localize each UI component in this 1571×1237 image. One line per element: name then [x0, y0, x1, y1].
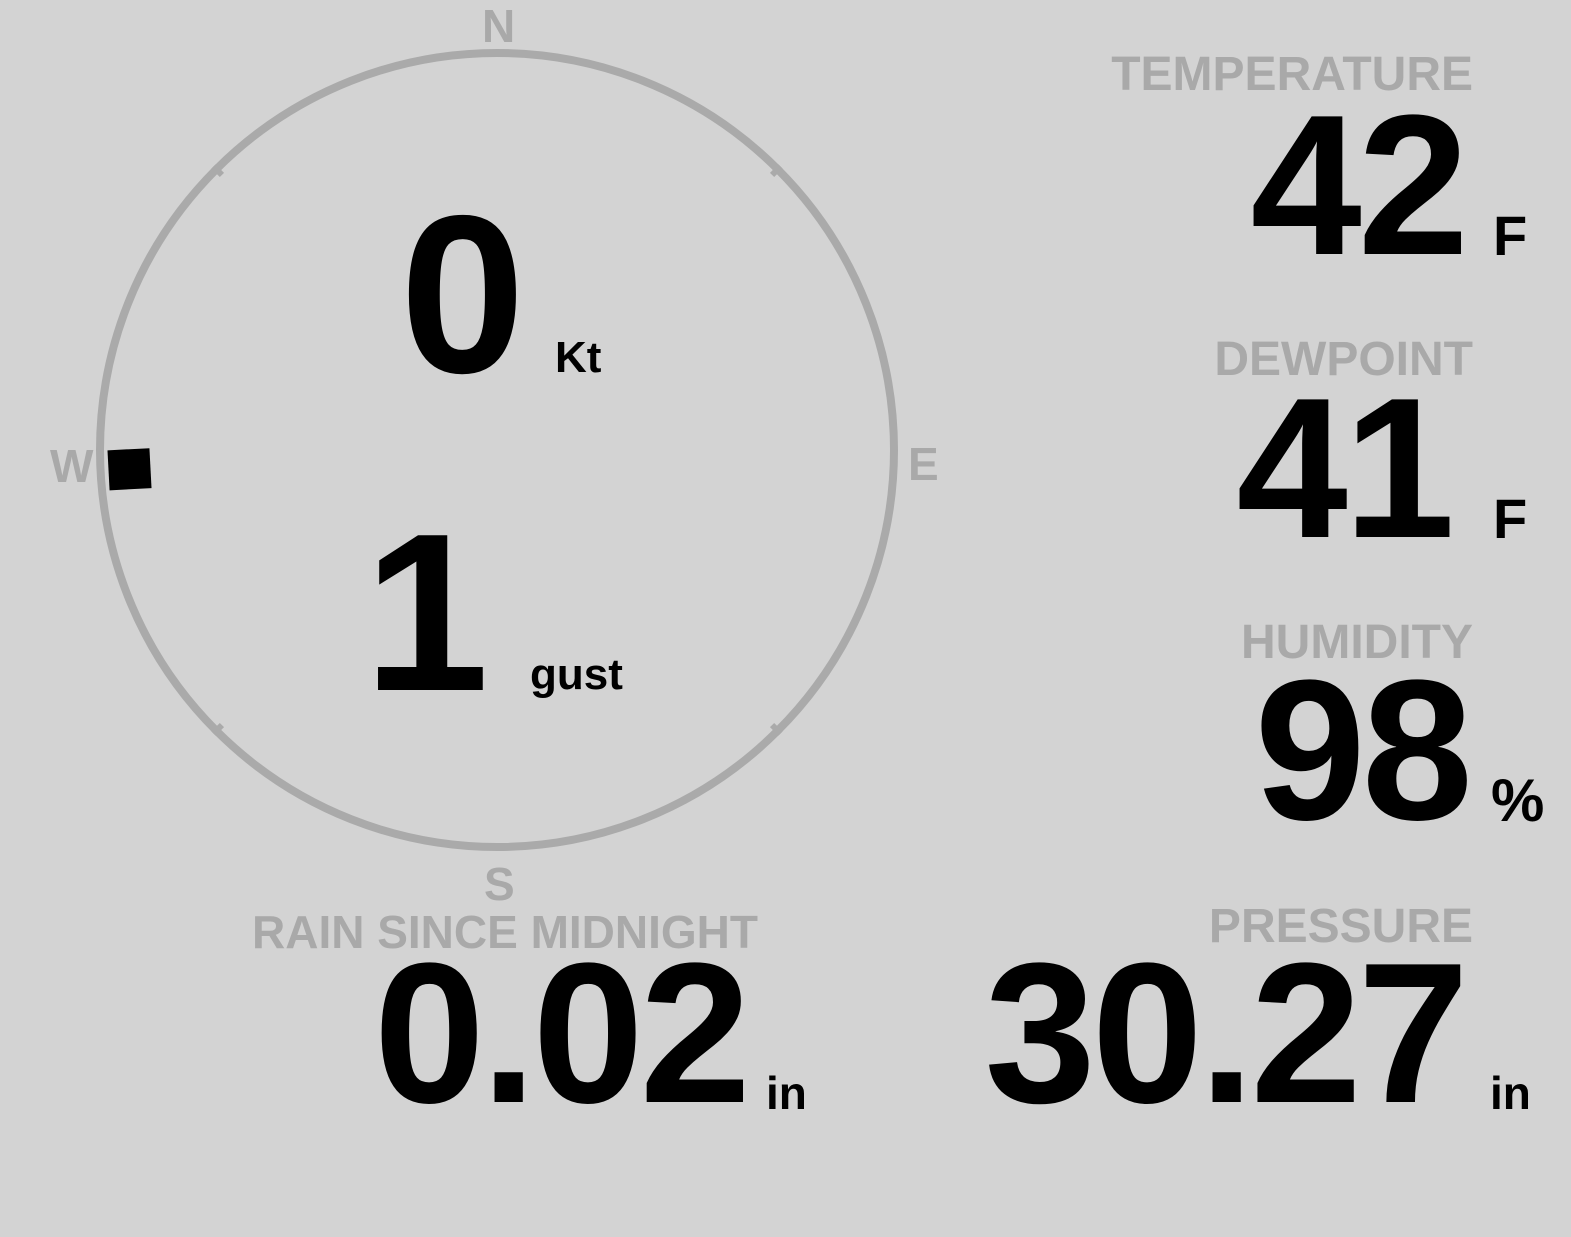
- compass-ticks: [211, 164, 783, 736]
- humidity-unit: %: [1491, 767, 1545, 834]
- dewpoint-label: DEWPOINT: [1214, 333, 1473, 386]
- compass-west-label: W: [50, 440, 94, 492]
- compass-south-label: S: [484, 858, 515, 910]
- compass-tick: [211, 722, 225, 736]
- humidity-label: HUMIDITY: [1241, 616, 1473, 669]
- dewpoint-value: 41: [1236, 357, 1455, 580]
- compass-tick: [211, 164, 225, 178]
- wind-speed-unit: Kt: [555, 333, 602, 382]
- wind-gust-unit: gust: [530, 650, 623, 699]
- compass-tick: [769, 722, 783, 736]
- rain-label: RAIN SINCE MIDNIGHT: [252, 906, 758, 958]
- pressure-unit: in: [1490, 1067, 1531, 1119]
- compass-tick: [769, 164, 783, 178]
- pressure-label: PRESSURE: [1208, 900, 1473, 953]
- rain-value: 0.02: [373, 922, 751, 1145]
- compass-north-label: N: [482, 0, 516, 52]
- compass-ring: [96, 49, 898, 851]
- temperature-unit: F: [1493, 204, 1528, 267]
- temperature-value: 42: [1250, 74, 1469, 297]
- humidity-value: 98: [1254, 639, 1473, 862]
- wind-speed-value: 0: [400, 168, 525, 420]
- wind-gust-value: 1: [363, 486, 489, 738]
- rain-unit: in: [766, 1067, 807, 1119]
- pressure-value: 30.27: [984, 922, 1469, 1145]
- dewpoint-unit: F: [1493, 487, 1528, 550]
- temperature-label: TEMPERATURE: [1111, 48, 1473, 101]
- compass-east-label: E: [908, 438, 939, 490]
- wind-direction-marker: [107, 448, 152, 491]
